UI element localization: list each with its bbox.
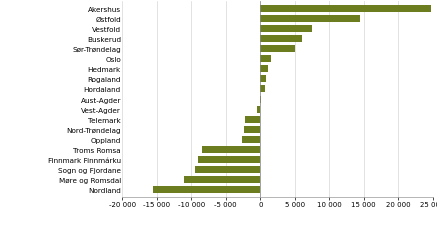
Bar	[260, 46, 295, 53]
Bar	[260, 76, 267, 83]
Bar	[245, 116, 260, 123]
Bar	[260, 66, 268, 73]
Bar	[260, 56, 271, 63]
Bar	[260, 36, 302, 43]
Bar	[243, 136, 260, 143]
Bar	[260, 86, 265, 93]
Bar	[257, 106, 260, 113]
Bar	[260, 6, 431, 13]
Bar	[260, 96, 261, 103]
Bar	[184, 176, 260, 183]
Bar	[195, 166, 260, 173]
Bar	[153, 186, 260, 194]
Bar	[244, 126, 260, 133]
Bar	[260, 26, 312, 33]
Bar	[260, 16, 360, 23]
Bar	[198, 156, 260, 163]
Bar	[201, 146, 260, 153]
